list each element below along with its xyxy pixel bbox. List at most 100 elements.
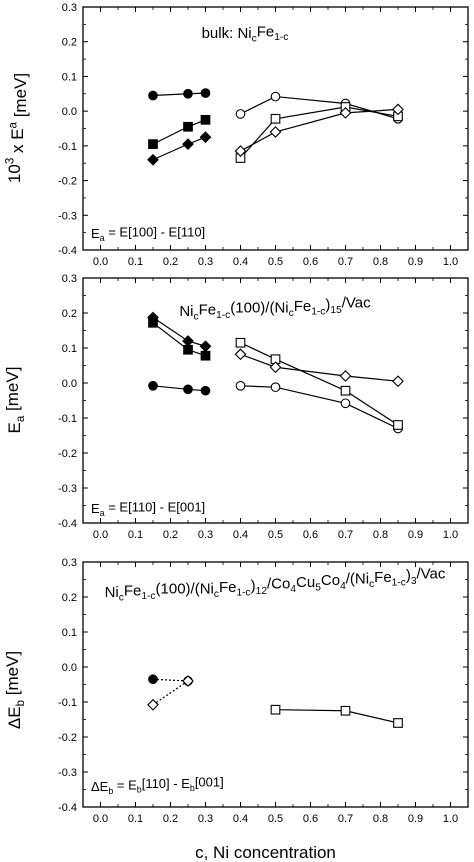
data-point: [269, 126, 282, 138]
x-tick-label: 0.7: [338, 529, 353, 541]
data-point: [234, 348, 247, 361]
data-point: [340, 398, 351, 409]
x-tick-label: 0.0: [93, 813, 108, 825]
x-tick-label: 0.1: [128, 813, 143, 825]
x-tick-label: 0.6: [303, 256, 318, 268]
data-point: [200, 385, 211, 396]
series-line: [240, 106, 399, 159]
data-point: [234, 145, 247, 157]
x-tick-label: 0.8: [373, 529, 388, 541]
x-tick-label: 1.0: [443, 256, 458, 268]
data-point: [200, 114, 211, 125]
y-tick-label: 0.1: [62, 71, 77, 83]
x-tick-label: 0.1: [128, 256, 143, 268]
data-point: [147, 153, 159, 166]
series-line: [240, 385, 399, 430]
y-tick-label: -0.1: [58, 697, 77, 709]
data-point: [182, 335, 194, 347]
x-tick-label: 0.4: [233, 529, 248, 541]
x-tick-label: 1.0: [443, 813, 458, 825]
x-tick-label: 0.2: [163, 813, 178, 825]
x-tick-label: 0.8: [373, 256, 388, 268]
y-tick-label: 0.2: [62, 592, 77, 604]
y-tick-label: -0.1: [58, 141, 77, 153]
series-line: [152, 385, 206, 392]
series-line: [152, 678, 189, 682]
data-point: [339, 370, 352, 382]
x-tick-label: 1.0: [443, 529, 458, 541]
x-tick-label: 0.4: [233, 813, 248, 825]
x-tick-label: 0.6: [303, 813, 318, 825]
data-point: [148, 139, 158, 149]
data-point: [270, 704, 281, 715]
series-line: [240, 353, 399, 382]
x-tick-label: 0.1: [128, 529, 143, 541]
data-point: [235, 109, 246, 119]
data-point: [183, 384, 193, 395]
x-tick-label: 0.9: [408, 529, 423, 541]
data-point: [147, 698, 159, 711]
data-point: [235, 337, 246, 348]
y-axis-label: ΔEb [meV]: [3, 651, 27, 729]
data-point: [393, 420, 403, 430]
y-tick-label: 0.3: [62, 557, 77, 569]
data-point: [392, 375, 404, 388]
data-point: [148, 674, 158, 685]
y-tick-label: 0.0: [62, 662, 77, 674]
y-tick-label: 0.2: [62, 308, 77, 320]
data-point: [339, 107, 352, 119]
panel-annotation: bulk: NicFe1-c: [202, 23, 289, 44]
y-tick-label: 0.3: [62, 273, 77, 285]
data-point: [199, 131, 212, 144]
series-line: [152, 92, 206, 97]
x-tick-label: 0.7: [338, 256, 353, 268]
y-tick-label: -0.2: [58, 732, 77, 744]
y-tick-label: -0.2: [58, 448, 77, 460]
data-point: [270, 382, 281, 393]
data-point: [393, 718, 403, 728]
y-tick-label: 0.1: [62, 627, 77, 639]
x-axis-label: c, Ni concentration: [195, 843, 336, 862]
data-point: [148, 90, 158, 101]
y-tick-label: 0.0: [62, 106, 77, 118]
y-axis-label: 103 x Ea [meV]: [5, 73, 30, 183]
y-tick-label: -0.4: [58, 802, 77, 814]
y-tick-label: -0.1: [58, 413, 77, 425]
panel-equation: ΔEb = Eb[110] - Eb[001]: [91, 775, 224, 796]
y-tick-label: -0.3: [58, 767, 77, 779]
y-tick-label: -0.3: [58, 483, 77, 495]
series-line: [152, 322, 206, 357]
y-tick-label: -0.3: [58, 210, 77, 222]
y-tick-label: -0.4: [58, 245, 77, 257]
data-point: [183, 88, 193, 99]
data-point: [270, 91, 281, 102]
x-tick-label: 0.7: [338, 813, 353, 825]
x-tick-label: 0.3: [198, 813, 213, 825]
x-tick-label: 0.0: [93, 256, 108, 268]
series-line: [240, 342, 399, 426]
x-tick-label: 0.3: [198, 256, 213, 268]
data-point: [200, 350, 211, 361]
x-tick-label: 0.9: [408, 813, 423, 825]
panel-annotation: NicFe1-c(100)/(NicFe1-c)15/Vac: [179, 295, 371, 323]
series-line: [275, 709, 399, 724]
data-point: [182, 138, 194, 150]
y-axis-label: Ea [meV]: [3, 367, 27, 434]
y-tick-label: 0.0: [62, 378, 77, 390]
data-point: [200, 88, 211, 98]
data-point: [270, 113, 281, 124]
series-line: [240, 95, 399, 120]
panel-annotation: NicFe1-c(100)/(NicFe1-c)12/Co4Cu5Co4/(Ni…: [105, 566, 446, 604]
x-tick-label: 0.5: [268, 256, 283, 268]
data-point: [148, 380, 158, 391]
y-tick-label: 0.3: [62, 2, 77, 14]
x-tick-label: 0.5: [268, 813, 283, 825]
series-line: [240, 108, 399, 152]
data-point: [199, 340, 212, 353]
data-point: [392, 103, 404, 116]
y-tick-label: 0.2: [62, 37, 77, 49]
panel-equation: Ea = E[100] - E[110]: [91, 225, 205, 244]
x-tick-label: 0.5: [268, 529, 283, 541]
panel-equation: Ea = E[110] - E[001]: [91, 500, 205, 519]
data-point: [269, 361, 282, 374]
